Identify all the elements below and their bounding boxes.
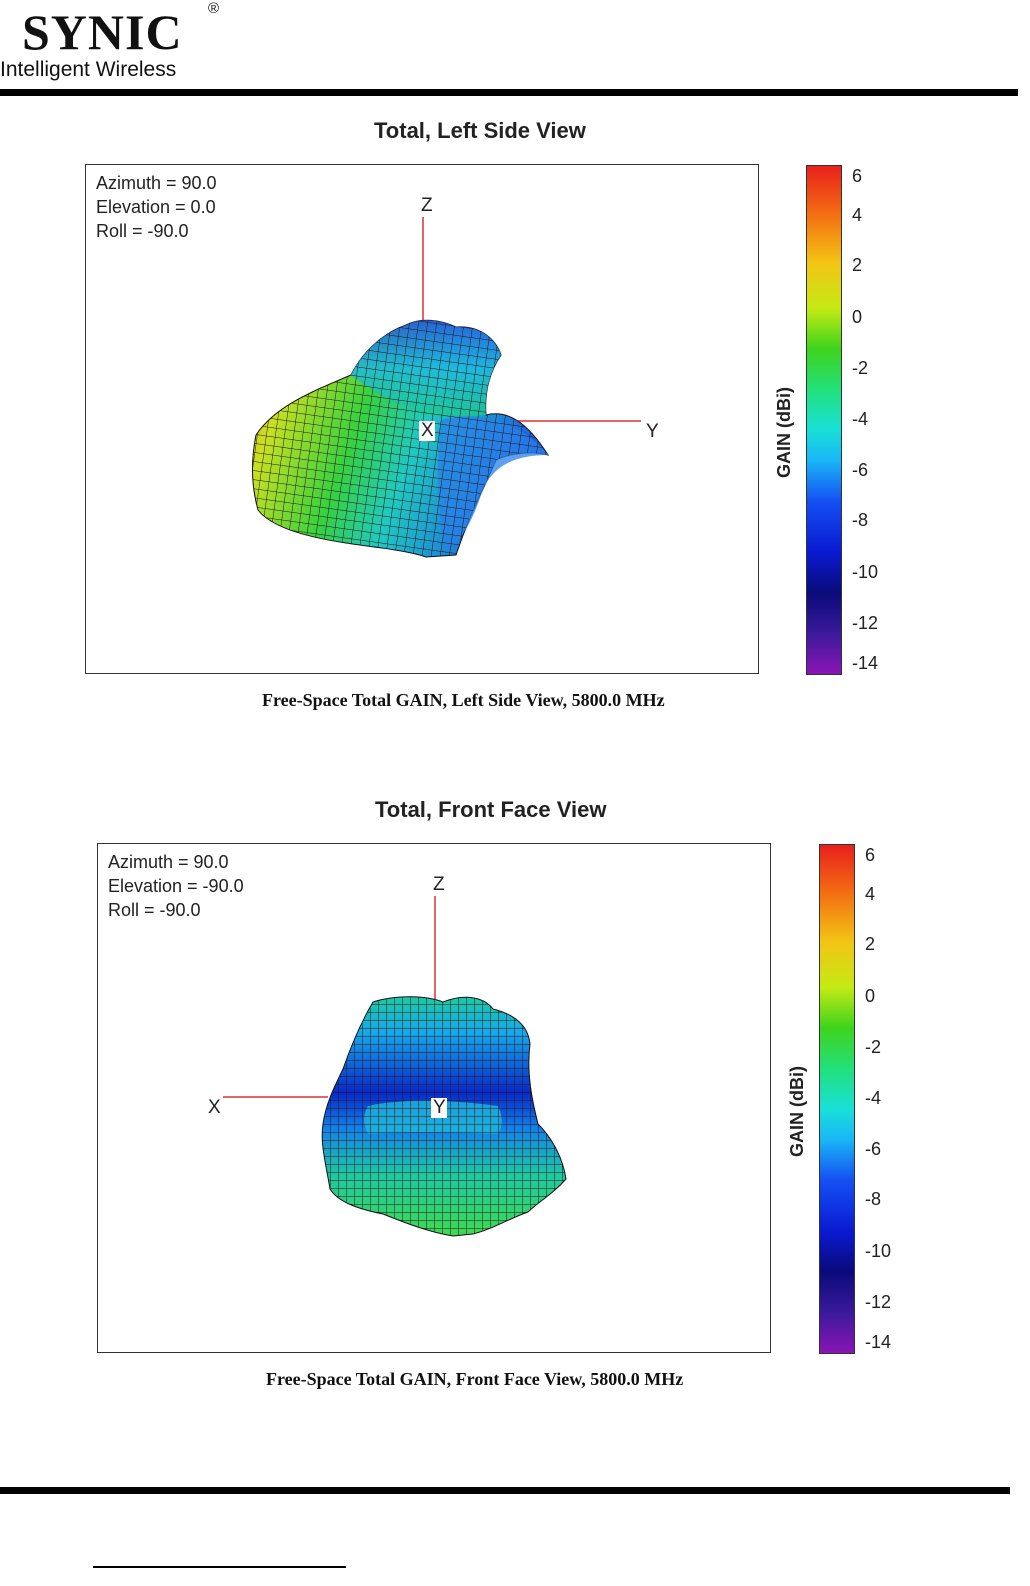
registered-mark: ®: [208, 0, 220, 17]
colorbar-tick: 0: [852, 307, 863, 327]
colorbar-label: GAIN (dBi): [774, 387, 794, 478]
gain-colorbar: [819, 844, 855, 1354]
colorbar-tick: -4: [852, 409, 869, 429]
figure-title: Total, Left Side View: [374, 118, 586, 143]
pattern-plot-area: Azimuth = 90.0 Elevation = -90.0 Roll = …: [97, 843, 771, 1353]
figure-caption: Free-Space Total GAIN, Front Face View, …: [266, 1369, 684, 1389]
figure-caption: Free-Space Total GAIN, Left Side View, 5…: [262, 690, 665, 710]
radiation-pattern-3d: [223, 896, 567, 1237]
axis-label-x: X: [208, 1097, 221, 1118]
footnote-separator: [93, 1566, 346, 1568]
logo-tagline: Intelligent Wireless: [0, 58, 177, 81]
figure-title: Total, Front Face View: [375, 797, 607, 822]
colorbar-tick: 0: [865, 986, 876, 1006]
colorbar-tick: -12: [852, 613, 879, 633]
view-parameters: Azimuth = 90.0 Elevation = 0.0 Roll = -9…: [96, 171, 217, 243]
axis-label-z: Z: [433, 874, 445, 895]
logo-name: SYNIC: [22, 4, 183, 60]
colorbar-tick: 6: [865, 845, 876, 865]
colorbar-tick: -10: [865, 1241, 892, 1261]
colorbar-tick: -2: [865, 1037, 882, 1057]
colorbar-tick: 6: [852, 166, 863, 186]
colorbar-tick: 4: [852, 205, 863, 225]
colorbar-tick: 2: [865, 934, 876, 954]
axis-label-x: X: [421, 420, 434, 441]
colorbar-tick: -6: [852, 460, 869, 480]
elevation-param: Elevation = -90.0: [108, 876, 244, 896]
origin-label-box: [431, 1098, 447, 1118]
colorbar-tick: -2: [852, 358, 869, 378]
company-logo: SYNIC ® Intelligent Wireless: [0, 0, 240, 90]
pattern-mesh: [252, 320, 548, 557]
footer-rule: [0, 1487, 1010, 1494]
roll-param: Roll = -90.0: [96, 221, 189, 241]
axis-label-y: Y: [433, 1097, 446, 1118]
view-parameters: Azimuth = 90.0 Elevation = -90.0 Roll = …: [108, 850, 244, 922]
origin-label-box: [419, 421, 435, 441]
colorbar-tick: -6: [865, 1139, 882, 1159]
colorbar-tick: -4: [865, 1088, 882, 1108]
radiation-pattern-3d: [251, 217, 641, 558]
colorbar-label: GAIN (dBi): [787, 1066, 807, 1157]
colorbar-tick: -14: [852, 653, 879, 673]
axis-label-y: Y: [646, 421, 659, 442]
colorbar-tick: -10: [852, 562, 879, 582]
roll-param: Roll = -90.0: [108, 900, 201, 920]
colorbar-tick: 2: [852, 255, 863, 275]
colorbar-tick: -8: [865, 1189, 882, 1209]
colorbar-tick: -14: [865, 1332, 892, 1352]
colorbar-tick: 4: [865, 884, 876, 904]
azimuth-param: Azimuth = 90.0: [96, 173, 217, 193]
axis-label-z: Z: [421, 195, 433, 216]
elevation-param: Elevation = 0.0: [96, 197, 216, 217]
header-rule: [0, 89, 1018, 96]
pattern-plot-area: Azimuth = 90.0 Elevation = 0.0 Roll = -9…: [85, 164, 759, 674]
colorbar-tick: -12: [865, 1292, 892, 1312]
colorbar-tick: -8: [852, 510, 869, 530]
azimuth-param: Azimuth = 90.0: [108, 852, 229, 872]
gain-colorbar: [806, 165, 842, 675]
